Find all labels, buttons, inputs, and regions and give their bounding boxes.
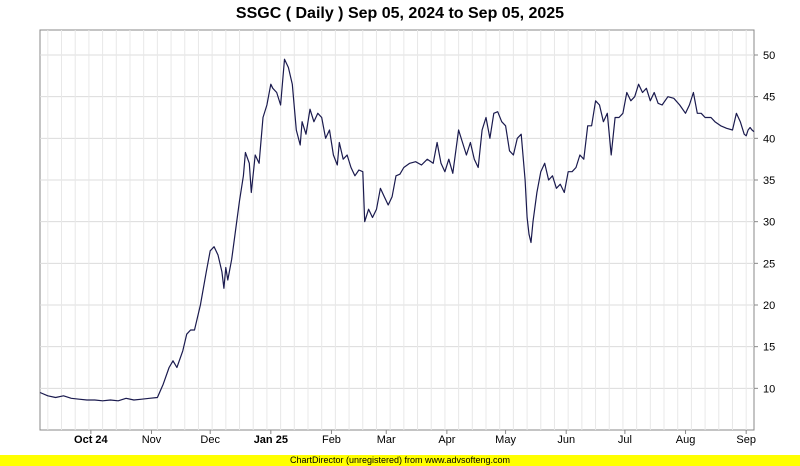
axes: 10 15 20 25 30 35 40 45 50 Oct 24 Nov Dec Jan 25 Feb M… (74, 50, 775, 446)
x-tick-label: Mar (377, 434, 396, 446)
x-tick-label: Apr (438, 434, 455, 446)
x-tick-label: May (495, 434, 516, 446)
y-tick-label: 50 (763, 50, 775, 62)
x-tick-label: Jun (557, 434, 575, 446)
y-tick-label: 45 (763, 92, 775, 104)
x-tick-label: Jan 25 (254, 434, 288, 446)
grid (40, 30, 754, 430)
y-tick-label: 40 (763, 133, 775, 145)
y-tick-label: 30 (763, 217, 775, 229)
x-tick-label: Feb (322, 434, 341, 446)
x-tick-label: Sep (736, 434, 756, 446)
price-chart: SSGC ( Daily ) Sep 05, 2024 to Sep 05, 2… (39, 5, 775, 446)
y-tick-label: 15 (763, 342, 775, 354)
x-tick-label: Oct 24 (74, 434, 109, 446)
x-tick-label: Aug (676, 434, 696, 446)
y-tick-label: 20 (763, 300, 775, 312)
footer-banner: ChartDirector (unregistered) from www.ad… (0, 455, 800, 466)
y-tick-label: 25 (763, 258, 775, 270)
x-tick-label: Jul (618, 434, 632, 446)
chart-title: SSGC ( Daily ) Sep 05, 2024 to Sep 05, 2… (236, 5, 564, 22)
y-tick-label: 35 (763, 175, 775, 187)
price-line (39, 58, 755, 402)
x-tick-label: Nov (142, 434, 162, 446)
x-tick-label: Dec (200, 434, 220, 446)
y-tick-label: 10 (763, 383, 775, 395)
series-layer (39, 58, 755, 402)
